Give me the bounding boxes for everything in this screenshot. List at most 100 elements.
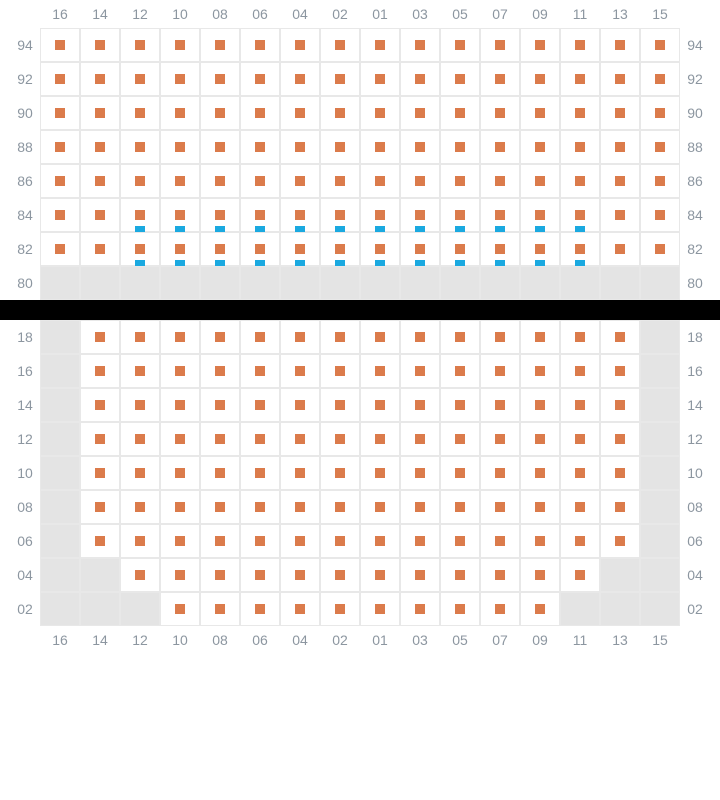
seat-cell[interactable]: [360, 320, 400, 354]
seat-cell[interactable]: [480, 62, 520, 96]
seat-cell[interactable]: [80, 422, 120, 456]
seat-cell[interactable]: [400, 320, 440, 354]
seat-cell[interactable]: [200, 490, 240, 524]
seat-cell[interactable]: [360, 422, 400, 456]
seat-cell[interactable]: [120, 28, 160, 62]
seat-cell[interactable]: [160, 232, 200, 266]
seat-cell[interactable]: [600, 456, 640, 490]
seat-cell[interactable]: [400, 28, 440, 62]
seat-cell[interactable]: [600, 388, 640, 422]
seat-cell[interactable]: [280, 592, 320, 626]
seat-cell[interactable]: [600, 354, 640, 388]
seat-cell[interactable]: [360, 524, 400, 558]
seat-cell[interactable]: [600, 164, 640, 198]
seat-cell[interactable]: [560, 490, 600, 524]
seat-cell[interactable]: [480, 28, 520, 62]
seat-cell[interactable]: [120, 62, 160, 96]
seat-cell[interactable]: [200, 232, 240, 266]
seat-cell[interactable]: [640, 28, 680, 62]
seat-cell[interactable]: [560, 422, 600, 456]
seat-cell[interactable]: [440, 96, 480, 130]
seat-cell[interactable]: [440, 354, 480, 388]
seat-cell[interactable]: [480, 164, 520, 198]
seat-cell[interactable]: [560, 62, 600, 96]
seat-cell[interactable]: [120, 524, 160, 558]
seat-cell[interactable]: [440, 490, 480, 524]
seat-cell[interactable]: [160, 96, 200, 130]
seat-cell[interactable]: [80, 388, 120, 422]
seat-cell[interactable]: [560, 96, 600, 130]
seat-cell[interactable]: [240, 422, 280, 456]
seat-cell[interactable]: [240, 524, 280, 558]
seat-cell[interactable]: [280, 422, 320, 456]
seat-cell[interactable]: [600, 320, 640, 354]
seat-cell[interactable]: [280, 130, 320, 164]
seat-cell[interactable]: [280, 164, 320, 198]
seat-cell[interactable]: [360, 354, 400, 388]
seat-cell[interactable]: [560, 388, 600, 422]
seat-cell[interactable]: [400, 62, 440, 96]
seat-cell[interactable]: [520, 490, 560, 524]
seat-cell[interactable]: [520, 198, 560, 232]
seat-cell[interactable]: [160, 388, 200, 422]
seat-cell[interactable]: [400, 456, 440, 490]
seat-cell[interactable]: [40, 164, 80, 198]
seat-cell[interactable]: [560, 558, 600, 592]
seat-cell[interactable]: [480, 592, 520, 626]
seat-cell[interactable]: [480, 130, 520, 164]
seat-cell[interactable]: [40, 62, 80, 96]
seat-cell[interactable]: [160, 592, 200, 626]
seat-cell[interactable]: [600, 422, 640, 456]
seat-cell[interactable]: [80, 96, 120, 130]
seat-cell[interactable]: [520, 96, 560, 130]
seat-cell[interactable]: [80, 354, 120, 388]
seat-cell[interactable]: [520, 130, 560, 164]
seat-cell[interactable]: [280, 198, 320, 232]
seat-cell[interactable]: [240, 164, 280, 198]
seat-cell[interactable]: [40, 130, 80, 164]
seat-cell[interactable]: [280, 456, 320, 490]
seat-cell[interactable]: [160, 558, 200, 592]
seat-cell[interactable]: [200, 524, 240, 558]
seat-cell[interactable]: [120, 198, 160, 232]
seat-cell[interactable]: [280, 558, 320, 592]
seat-cell[interactable]: [160, 320, 200, 354]
seat-cell[interactable]: [400, 198, 440, 232]
seat-cell[interactable]: [160, 524, 200, 558]
seat-cell[interactable]: [600, 96, 640, 130]
seat-cell[interactable]: [80, 28, 120, 62]
seat-cell[interactable]: [520, 456, 560, 490]
seat-cell[interactable]: [440, 456, 480, 490]
seat-cell[interactable]: [280, 388, 320, 422]
seat-cell[interactable]: [480, 490, 520, 524]
seat-cell[interactable]: [400, 524, 440, 558]
seat-cell[interactable]: [480, 388, 520, 422]
seat-cell[interactable]: [200, 62, 240, 96]
seat-cell[interactable]: [80, 320, 120, 354]
seat-cell[interactable]: [320, 232, 360, 266]
seat-cell[interactable]: [80, 198, 120, 232]
seat-cell[interactable]: [440, 320, 480, 354]
seat-cell[interactable]: [120, 232, 160, 266]
seat-cell[interactable]: [200, 198, 240, 232]
seat-cell[interactable]: [480, 232, 520, 266]
seat-cell[interactable]: [160, 198, 200, 232]
seat-cell[interactable]: [280, 28, 320, 62]
seat-cell[interactable]: [240, 320, 280, 354]
seat-cell[interactable]: [640, 96, 680, 130]
seat-cell[interactable]: [40, 28, 80, 62]
seat-cell[interactable]: [440, 422, 480, 456]
seat-cell[interactable]: [80, 524, 120, 558]
seat-cell[interactable]: [360, 388, 400, 422]
seat-cell[interactable]: [320, 320, 360, 354]
seat-cell[interactable]: [640, 232, 680, 266]
seat-cell[interactable]: [320, 422, 360, 456]
seat-cell[interactable]: [360, 490, 400, 524]
seat-cell[interactable]: [520, 388, 560, 422]
seat-cell[interactable]: [80, 490, 120, 524]
seat-cell[interactable]: [160, 354, 200, 388]
seat-cell[interactable]: [240, 62, 280, 96]
seat-cell[interactable]: [560, 164, 600, 198]
seat-cell[interactable]: [200, 592, 240, 626]
seat-cell[interactable]: [360, 96, 400, 130]
